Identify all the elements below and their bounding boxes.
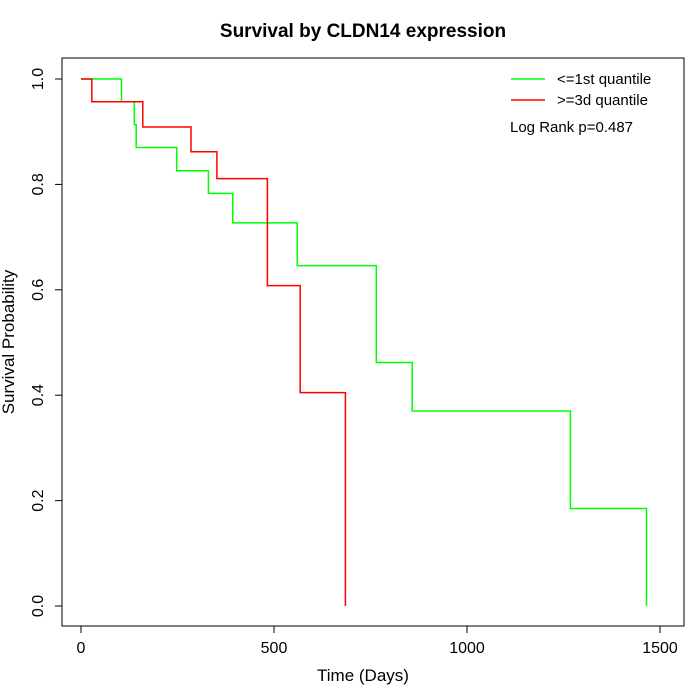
x-tick-label: 1500 [642, 640, 678, 657]
survival-line-high [81, 78, 347, 606]
y-tick-label: 0.4 [30, 384, 47, 406]
y-tick-label: 0.2 [30, 489, 47, 511]
chart-title: Survival by CLDN14 expression [220, 21, 506, 42]
log-rank-annotation: Log Rank p=0.487 [510, 119, 633, 136]
legend-label-low: <=1st quantile [557, 71, 651, 88]
x-axis-label: Time (Days) [317, 666, 409, 685]
x-tick-label: 0 [77, 640, 86, 657]
series-layer [81, 78, 648, 606]
y-tick-label: 0.6 [30, 279, 47, 301]
x-tick-label: 500 [261, 640, 288, 657]
y-tick-label: 0.0 [30, 595, 47, 617]
y-tick-label: 1.0 [30, 68, 47, 90]
y-axis: 0.0 0.2 0.4 0.6 0.8 1.0 [30, 68, 63, 617]
x-tick-label: 1000 [449, 640, 485, 657]
plot-frame [61, 57, 685, 627]
y-tick-label: 0.8 [30, 173, 47, 195]
y-axis-label: Survival Probability [0, 269, 18, 414]
legend: <=1st quantile >=3d quantile Log Rank p=… [510, 71, 651, 136]
legend-label-high: >=3d quantile [557, 92, 648, 109]
x-axis: 0 500 1000 1500 [77, 625, 678, 657]
survival-line-low [81, 78, 648, 606]
